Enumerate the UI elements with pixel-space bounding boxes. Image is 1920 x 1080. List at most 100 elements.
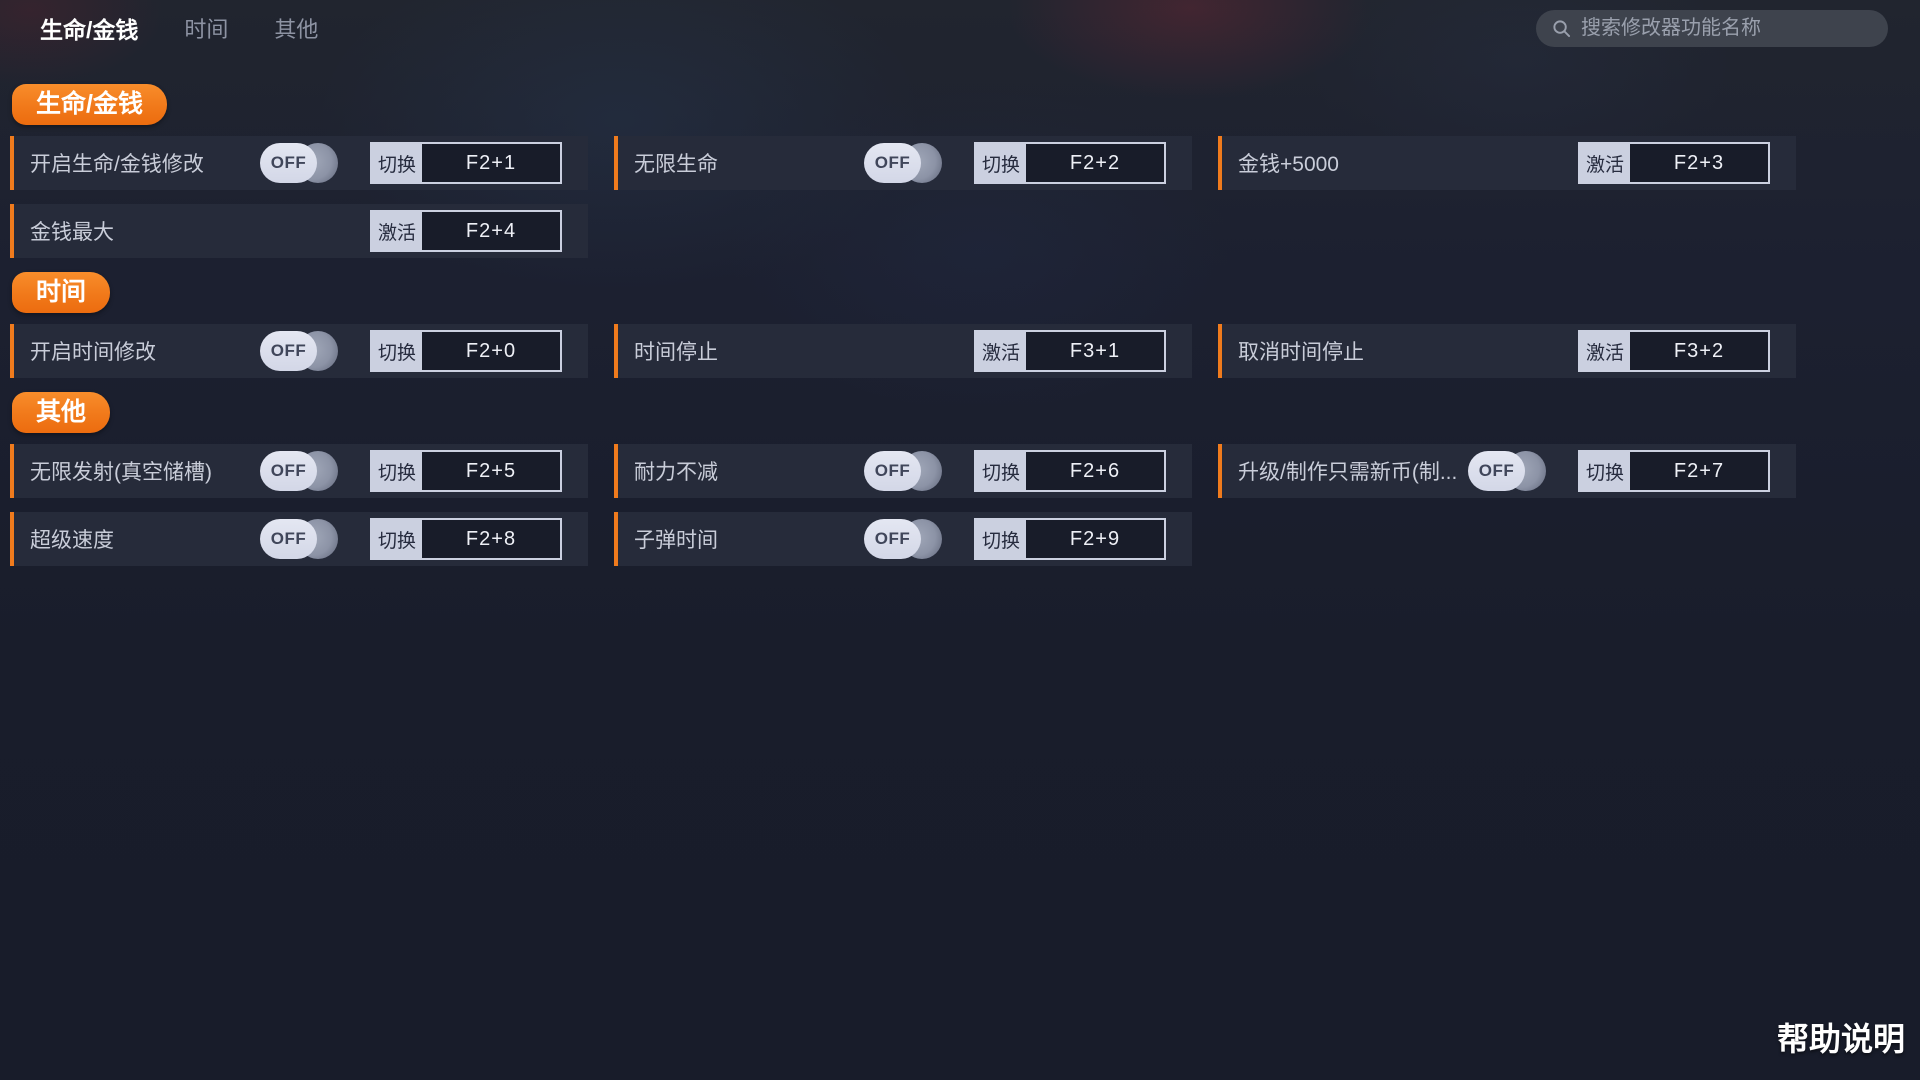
search-box[interactable] bbox=[1536, 10, 1888, 47]
hotkey-control[interactable]: 激活 F3+2 bbox=[1578, 330, 1770, 372]
toggle-switch[interactable]: OFF bbox=[1468, 451, 1546, 491]
row-accent-bar bbox=[614, 444, 618, 498]
hotkey-key: F2+9 bbox=[1026, 520, 1164, 558]
section-badge-time: 时间 bbox=[12, 272, 111, 313]
hotkey-control[interactable]: 切换 F2+9 bbox=[974, 518, 1166, 560]
nav-tab-life-money[interactable]: 生命/金钱 bbox=[40, 17, 139, 43]
section-badge-life-money: 生命/金钱 bbox=[12, 84, 167, 125]
hotkey-key: F2+5 bbox=[422, 452, 560, 490]
help-link[interactable]: 帮助说明 bbox=[1776, 1021, 1905, 1057]
hotkey-action-tag: 切换 bbox=[976, 520, 1026, 558]
hotkey-control[interactable]: 切换 F2+0 bbox=[370, 330, 562, 372]
row-accent-bar bbox=[1218, 136, 1222, 190]
hotkey-key: F3+1 bbox=[1026, 332, 1164, 370]
toggle-state-label: OFF bbox=[864, 451, 921, 491]
feature-label: 开启时间修改 bbox=[30, 341, 156, 364]
toggle-switch[interactable]: OFF bbox=[864, 519, 942, 559]
hotkey-action-tag: 激活 bbox=[1580, 332, 1630, 370]
feature-row: 耐力不减 OFF 切换 F2+6 bbox=[614, 444, 1192, 498]
feature-row: 无限发射(真空储槽) OFF 切换 F2+5 bbox=[10, 444, 588, 498]
hotkey-action-tag: 激活 bbox=[976, 332, 1026, 370]
hotkey-action-tag: 切换 bbox=[976, 452, 1026, 490]
hotkey-key: F2+3 bbox=[1630, 144, 1768, 182]
feature-row: 金钱+5000 激活 F2+3 bbox=[1218, 136, 1796, 190]
hotkey-action-tag: 切换 bbox=[372, 452, 422, 490]
feature-label: 金钱最大 bbox=[30, 221, 114, 244]
hotkey-control[interactable]: 切换 F2+7 bbox=[1578, 450, 1770, 492]
row-accent-bar bbox=[1218, 444, 1222, 498]
hotkey-key: F2+4 bbox=[422, 212, 560, 250]
search-icon bbox=[1553, 20, 1571, 38]
toggle-switch[interactable]: OFF bbox=[260, 143, 338, 183]
hotkey-key: F3+2 bbox=[1630, 332, 1768, 370]
toggle-state-label: OFF bbox=[864, 143, 921, 183]
feature-row: 开启生命/金钱修改 OFF 切换 F2+1 bbox=[10, 136, 588, 190]
feature-label: 无限发射(真空储槽) bbox=[30, 461, 212, 484]
hotkey-control[interactable]: 切换 F2+8 bbox=[370, 518, 562, 560]
toggle-state-label: OFF bbox=[260, 331, 317, 371]
feature-label: 子弹时间 bbox=[634, 529, 718, 552]
hotkey-key: F2+2 bbox=[1026, 144, 1164, 182]
hotkey-control[interactable]: 切换 F2+2 bbox=[974, 142, 1166, 184]
feature-row: 子弹时间 OFF 切换 F2+9 bbox=[614, 512, 1192, 566]
hotkey-control[interactable]: 切换 F2+5 bbox=[370, 450, 562, 492]
row-accent-bar bbox=[614, 136, 618, 190]
section-time: 时间 开启时间修改 OFF 切换 F2+0 时间停止 激活 F3 bbox=[10, 272, 1920, 378]
feature-row: 升级/制作只需新币(制... OFF 切换 F2+7 bbox=[1218, 444, 1796, 498]
section-badge-other: 其他 bbox=[12, 392, 111, 433]
toggle-switch[interactable]: OFF bbox=[260, 451, 338, 491]
section-grid: 开启时间修改 OFF 切换 F2+0 时间停止 激活 F3+1 bbox=[10, 324, 1920, 378]
feature-row: 开启时间修改 OFF 切换 F2+0 bbox=[10, 324, 588, 378]
toggle-switch[interactable]: OFF bbox=[864, 451, 942, 491]
feature-label: 金钱+5000 bbox=[1238, 153, 1339, 176]
feature-row: 时间停止 激活 F3+1 bbox=[614, 324, 1192, 378]
feature-label: 开启生命/金钱修改 bbox=[30, 153, 204, 176]
toggle-state-label: OFF bbox=[260, 451, 317, 491]
hotkey-control[interactable]: 激活 F3+1 bbox=[974, 330, 1166, 372]
hotkey-action-tag: 切换 bbox=[372, 332, 422, 370]
search-input[interactable] bbox=[1581, 17, 1872, 40]
row-accent-bar bbox=[1218, 324, 1222, 378]
hotkey-control[interactable]: 切换 F2+1 bbox=[370, 142, 562, 184]
toggle-state-label: OFF bbox=[1468, 451, 1525, 491]
hotkey-key: F2+1 bbox=[422, 144, 560, 182]
feature-label: 无限生命 bbox=[634, 153, 718, 176]
feature-label: 超级速度 bbox=[30, 529, 114, 552]
section-life-money: 生命/金钱 开启生命/金钱修改 OFF 切换 F2+1 无限生命 bbox=[10, 84, 1920, 258]
nav-tab-other[interactable]: 其他 bbox=[274, 17, 319, 42]
toggle-switch[interactable]: OFF bbox=[260, 331, 338, 371]
section-other: 其他 无限发射(真空储槽) OFF 切换 F2+5 耐力不减 bbox=[10, 392, 1920, 566]
hotkey-control[interactable]: 激活 F2+4 bbox=[370, 210, 562, 252]
toggle-state-label: OFF bbox=[864, 519, 921, 559]
toggle-switch[interactable]: OFF bbox=[864, 143, 942, 183]
feature-label: 耐力不减 bbox=[634, 461, 718, 484]
trainer-content: 生命/金钱 开启生命/金钱修改 OFF 切换 F2+1 无限生命 bbox=[0, 56, 1920, 566]
feature-row: 超级速度 OFF 切换 F2+8 bbox=[10, 512, 588, 566]
row-accent-bar bbox=[10, 512, 14, 566]
hotkey-action-tag: 切换 bbox=[372, 144, 422, 182]
hotkey-action-tag: 切换 bbox=[1580, 452, 1630, 490]
hotkey-action-tag: 激活 bbox=[372, 212, 422, 250]
feature-label: 时间停止 bbox=[634, 341, 718, 364]
hotkey-action-tag: 切换 bbox=[976, 144, 1026, 182]
hotkey-control[interactable]: 切换 F2+6 bbox=[974, 450, 1166, 492]
toggle-switch[interactable]: OFF bbox=[260, 519, 338, 559]
feature-label: 取消时间停止 bbox=[1238, 341, 1364, 364]
row-accent-bar bbox=[10, 204, 14, 258]
hotkey-key: F2+0 bbox=[422, 332, 560, 370]
row-accent-bar bbox=[10, 136, 14, 190]
feature-label: 升级/制作只需新币(制... bbox=[1238, 461, 1458, 484]
hotkey-key: F2+8 bbox=[422, 520, 560, 558]
hotkey-action-tag: 切换 bbox=[372, 520, 422, 558]
feature-row: 无限生命 OFF 切换 F2+2 bbox=[614, 136, 1192, 190]
section-grid: 无限发射(真空储槽) OFF 切换 F2+5 耐力不减 OFF 切 bbox=[10, 444, 1920, 566]
hotkey-key: F2+7 bbox=[1630, 452, 1768, 490]
row-accent-bar bbox=[614, 324, 618, 378]
toggle-state-label: OFF bbox=[260, 519, 317, 559]
row-accent-bar bbox=[10, 444, 14, 498]
row-accent-bar bbox=[10, 324, 14, 378]
feature-row: 金钱最大 激活 F2+4 bbox=[10, 204, 588, 258]
hotkey-key: F2+6 bbox=[1026, 452, 1164, 490]
nav-tab-time[interactable]: 时间 bbox=[184, 17, 229, 42]
hotkey-control[interactable]: 激活 F2+3 bbox=[1578, 142, 1770, 184]
